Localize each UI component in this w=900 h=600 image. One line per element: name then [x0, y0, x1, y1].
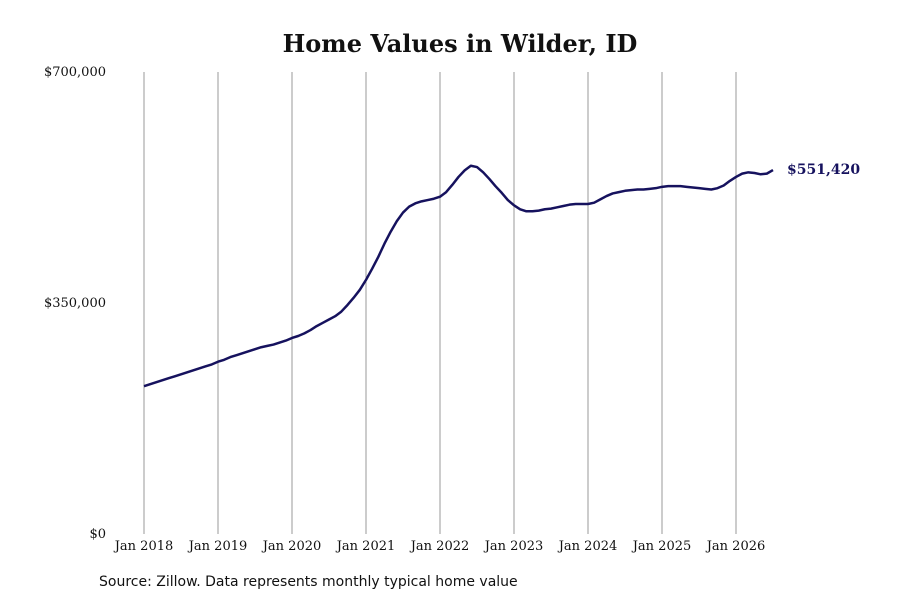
x-tick-label: Jan 2026 — [705, 539, 766, 554]
chart-title: Home Values in Wilder, ID — [283, 29, 638, 58]
y-tick-label: $350,000 — [44, 296, 106, 311]
x-tick-label: Jan 2020 — [261, 539, 322, 554]
x-tick-label: Jan 2018 — [113, 539, 174, 554]
x-tick-label: Jan 2025 — [631, 539, 692, 554]
x-tick-label: Jan 2022 — [409, 539, 470, 554]
x-tick-label: Jan 2024 — [557, 539, 618, 554]
source-note: Source: Zillow. Data represents monthly … — [99, 574, 518, 590]
x-tick-label: Jan 2023 — [483, 539, 544, 554]
data-line — [143, 164, 774, 388]
x-tick-label: Jan 2019 — [187, 539, 248, 554]
y-tick-label: $0 — [89, 527, 106, 542]
x-tick-label: Jan 2021 — [335, 539, 396, 554]
y-tick-label: $700,000 — [44, 65, 106, 80]
value-label: $551,420 — [787, 162, 860, 178]
